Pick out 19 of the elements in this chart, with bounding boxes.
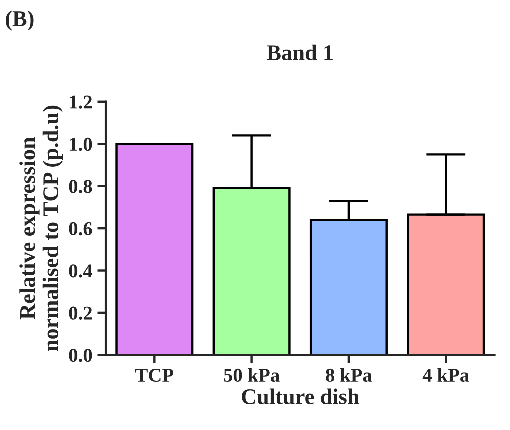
y-tick-label: 0.2	[69, 306, 92, 320]
y-tick-label: 0.8	[69, 180, 92, 194]
y-tick-label: 1.0	[70, 138, 92, 152]
y-tick-label: 0.6	[69, 222, 92, 236]
y-tick-label: 0.0	[69, 348, 92, 362]
bar	[310, 218, 388, 356]
bar	[212, 187, 291, 356]
y-axis-title: Relative expression normalised to TCP (p.d.u)	[20, 106, 64, 352]
x-tick-label: 4 kPa	[422, 368, 470, 382]
bar	[407, 214, 486, 356]
x-tick-label: 8 kPa	[326, 368, 372, 382]
bar	[116, 143, 194, 356]
y-tick-label: 1.2	[70, 96, 92, 109]
text: (B)	[6, 10, 34, 31]
chart-title: Band 1	[267, 44, 333, 60]
x-tick-label: TCP	[136, 368, 174, 382]
y-tick-label: 0.4	[69, 264, 93, 278]
x-axis-title: Culture dish	[242, 388, 360, 404]
x-tick-label: 50 kPa	[224, 368, 280, 382]
